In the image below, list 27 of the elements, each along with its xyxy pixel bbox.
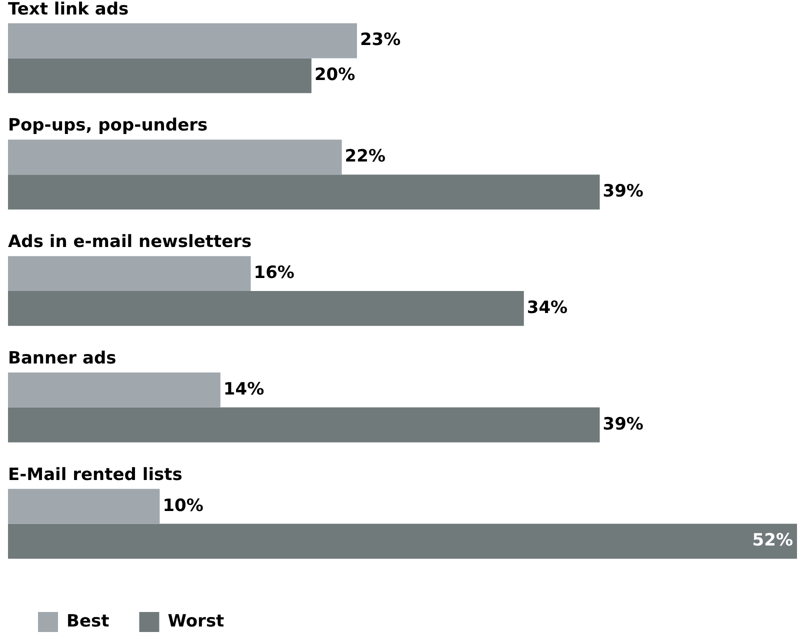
- bar: [8, 488, 160, 524]
- bar: [8, 291, 524, 326]
- y-tick-label: E-Mail rented lists: [8, 464, 182, 485]
- bar: [8, 256, 251, 291]
- bar: [8, 407, 600, 442]
- bar: [8, 372, 220, 408]
- data-label: 16%: [254, 262, 294, 283]
- bar: [8, 23, 357, 58]
- data-label: 14%: [223, 379, 264, 400]
- data-label: 39%: [602, 181, 644, 202]
- bar: [8, 140, 342, 175]
- legend-label: Worst: [168, 611, 224, 632]
- y-tick-label: Ads in e-mail newsletters: [8, 232, 252, 252]
- data-label: 52%: [752, 530, 793, 551]
- y-tick-label: Text link ads: [8, 0, 129, 20]
- bar: [8, 174, 600, 210]
- data-label: 23%: [360, 30, 401, 50]
- y-tick-label: Pop-ups, pop-unders: [8, 116, 208, 136]
- data-label: 34%: [526, 298, 568, 318]
- bar: [8, 524, 797, 559]
- y-tick-label: Banner ads: [8, 348, 116, 368]
- data-label: 22%: [344, 146, 386, 167]
- bar: [8, 58, 312, 94]
- legend-label: Best: [66, 611, 110, 632]
- data-label: 10%: [162, 496, 204, 516]
- data-label: 20%: [314, 65, 356, 86]
- data-label: 39%: [602, 414, 644, 434]
